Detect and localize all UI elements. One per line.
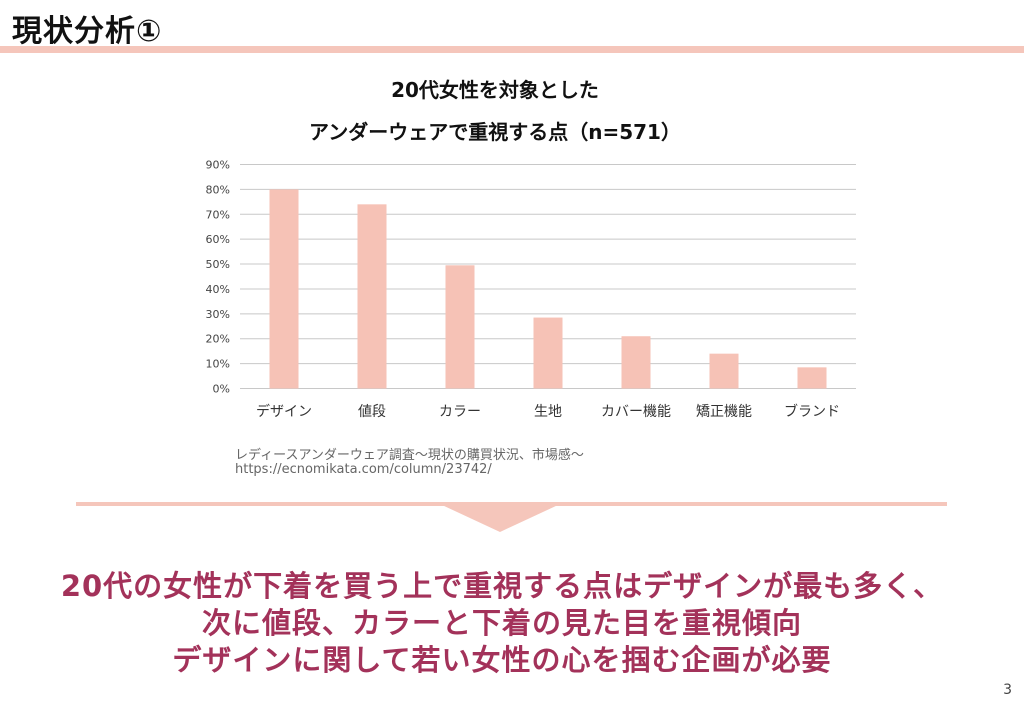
bar [533, 317, 563, 389]
y-tick-label: 90% [206, 159, 230, 172]
bar [357, 204, 387, 389]
bar [445, 265, 475, 389]
y-tick-label: 20% [206, 333, 230, 346]
y-tick-label: 70% [206, 208, 230, 221]
x-category-label: カラー [439, 404, 481, 420]
y-tick-label: 60% [206, 233, 230, 246]
x-category-label: デザイン [256, 403, 312, 420]
y-tick-label: 80% [206, 183, 230, 196]
conclusion-line-1: 20代の女性が下着を買う上で重視する点はデザインが最も多く、 [60, 569, 944, 603]
chart-title-line2: アンダーウェアで重視する点（n=571） [309, 120, 681, 144]
y-tick-label: 30% [206, 308, 230, 321]
y-tick-label: 10% [206, 358, 230, 371]
x-category-label: カバー機能 [601, 404, 671, 420]
page-number: 3 [1003, 682, 1012, 698]
x-category-label: 値段 [358, 404, 386, 420]
bar-chart: 0% 10% 20% 30% 40% 50% 60% 70% 80% 90% デザイン 値段 カラー 生地… [206, 159, 856, 420]
y-tick-label: 0% [213, 383, 230, 396]
chart-title-line1: 20代女性を対象とした [391, 78, 599, 102]
source-caption: レディースアンダーウェア調査〜現状の購買状況、市場感〜 [235, 448, 584, 463]
bar [797, 367, 827, 389]
title-underline-bar [0, 46, 1024, 53]
y-tick-label: 40% [206, 283, 230, 296]
x-category-label: ブランド [784, 403, 840, 420]
conclusion-line-3: デザインに関して若い女性の心を掴む企画が必要 [172, 643, 832, 677]
conclusion-line-2: 次に値段、カラーと下着の見た目を重視傾向 [201, 606, 802, 640]
y-tick-label: 50% [206, 258, 230, 271]
divider-line [76, 502, 947, 506]
bar [709, 353, 739, 389]
down-arrow-icon [442, 505, 558, 532]
slide-title: 現状分析① [12, 14, 163, 49]
source-url: https://ecnomikata.com/column/23742/ [235, 462, 492, 477]
bar [269, 189, 299, 389]
bar [621, 336, 651, 389]
x-category-label: 生地 [534, 404, 562, 420]
x-category-label: 矯正機能 [696, 404, 752, 420]
